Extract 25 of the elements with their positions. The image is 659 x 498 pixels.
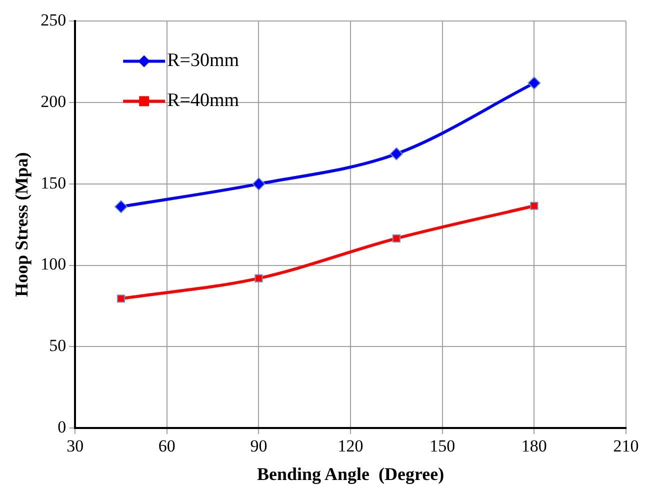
y-tick-label: 50 (49, 336, 66, 356)
legend-label: R=40mm (167, 90, 240, 112)
point (252, 177, 266, 190)
y-tick-label: 250 (40, 10, 66, 30)
x-tick-label: 60 (158, 436, 176, 456)
point (528, 76, 541, 90)
point (392, 234, 400, 242)
legend-label: R=30mm (167, 50, 240, 72)
point (114, 200, 128, 214)
point (116, 294, 126, 303)
x-axis-title: Bending Angle (Degree) (256, 464, 444, 484)
x-tick-label: 120 (338, 436, 364, 456)
y-tick-label: 200 (40, 92, 66, 112)
point (254, 274, 263, 282)
x-tick-label: 180 (521, 436, 547, 456)
y-axis-title: Hoop Stress (Mpa) (11, 152, 32, 297)
point (530, 202, 538, 210)
x-tick-label: 210 (613, 436, 639, 456)
point (390, 147, 403, 160)
y-tick-label: 100 (40, 254, 66, 274)
y-tick-label: 150 (40, 173, 66, 192)
x-tick-label: 30 (66, 436, 84, 456)
x-tick-label: 150 (430, 436, 456, 456)
x-tick-label: 90 (250, 436, 268, 456)
y-tick-label: 0 (58, 417, 66, 436)
